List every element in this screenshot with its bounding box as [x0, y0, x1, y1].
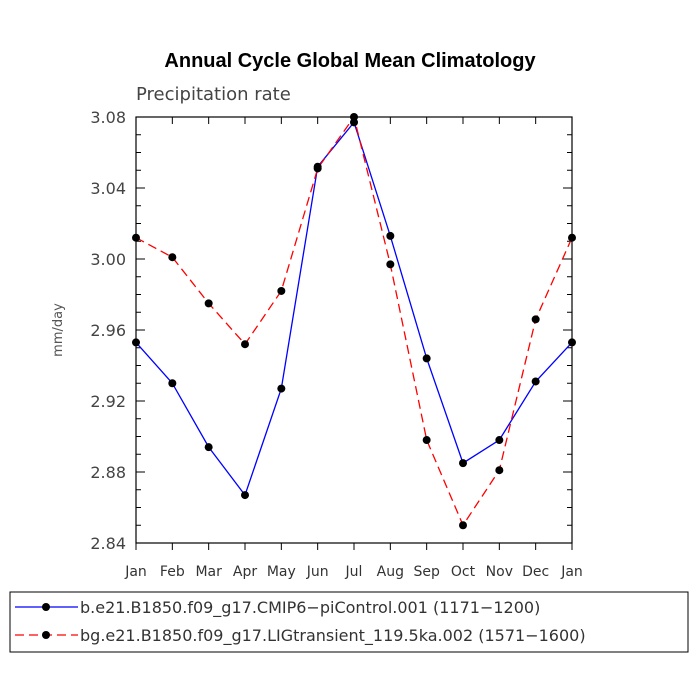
series-lines [135, 115, 573, 527]
x-tick-label: Aug [377, 564, 404, 580]
y-tick-label: 3.04 [90, 179, 126, 198]
series-1-point [568, 233, 576, 242]
series-0-point [495, 436, 504, 445]
series-1-point [241, 340, 249, 349]
axis-ticks [135, 116, 573, 550]
x-tick-label: Apr [233, 564, 257, 580]
series-0-point [386, 231, 395, 240]
series-0-point [459, 459, 467, 468]
legend: b.e21.B1850.f09_g17.CMIP6−piControl.001 … [15, 598, 586, 646]
x-tick-label: Jan [124, 564, 147, 580]
y-tick-labels: 2.84 2.88 2.92 2.96 3.00 3.04 3.08 [90, 108, 126, 553]
series-0-point [568, 338, 576, 347]
x-tick-label: Sep [413, 564, 440, 580]
series-0-point [168, 379, 177, 388]
x-tick-label: Mar [195, 564, 222, 580]
y-tick-label: 3.00 [90, 250, 126, 269]
x-tick-label: Feb [160, 564, 185, 580]
series-1-point [277, 286, 286, 295]
series-1-point [422, 436, 431, 445]
series-0-point [277, 384, 286, 393]
y-tick-label: 2.84 [90, 534, 126, 553]
series-0-point [204, 443, 213, 452]
legend-label-1: bg.e21.B1850.f09_g17.LIGtransient_119.5k… [80, 626, 586, 646]
series-1-point [459, 521, 467, 530]
plot-frame [135, 116, 573, 544]
x-tick-labels: Jan Feb Mar Apr May Jun Jul Aug Sep Oct Nov Dec Jan [124, 564, 583, 580]
series-1-point [313, 164, 322, 173]
x-tick-label: May [267, 564, 296, 580]
series-line-1 [135, 115, 573, 527]
x-tick-label: Dec [522, 564, 549, 580]
series-1-point [204, 299, 213, 308]
chart-subtitle: Precipitation rate [136, 84, 291, 105]
series-points [132, 113, 576, 530]
series-1-point [495, 466, 504, 475]
legend-marker-1 [42, 631, 50, 639]
x-tick-label: Jan [560, 564, 583, 580]
y-tick-label: 2.92 [90, 392, 126, 411]
series-1-point [132, 233, 140, 242]
series-1-point [531, 315, 540, 324]
legend-box [9, 591, 689, 653]
x-tick-label: Oct [451, 564, 476, 580]
x-tick-label: Jul [345, 564, 363, 580]
legend-marker-0 [42, 603, 50, 611]
x-tick-label: Nov [486, 564, 513, 580]
series-0-point [422, 354, 431, 363]
series-0-point [531, 377, 540, 386]
y-tick-label: 2.88 [90, 463, 126, 482]
legend-label-0: b.e21.B1850.f09_g17.CMIP6−piControl.001 … [80, 598, 540, 618]
y-axis-label: mm/day [51, 303, 66, 357]
series-0-point [132, 338, 140, 347]
chart-title: Annual Cycle Global Mean Climatology [164, 50, 536, 72]
series-1-point [350, 113, 358, 121]
series-1-point [386, 260, 395, 269]
series-1-point [168, 253, 177, 262]
y-tick-label: 2.96 [90, 321, 126, 340]
x-tick-label: Jun [306, 564, 329, 580]
y-tick-label: 3.08 [90, 108, 126, 127]
series-0-point [241, 491, 249, 500]
